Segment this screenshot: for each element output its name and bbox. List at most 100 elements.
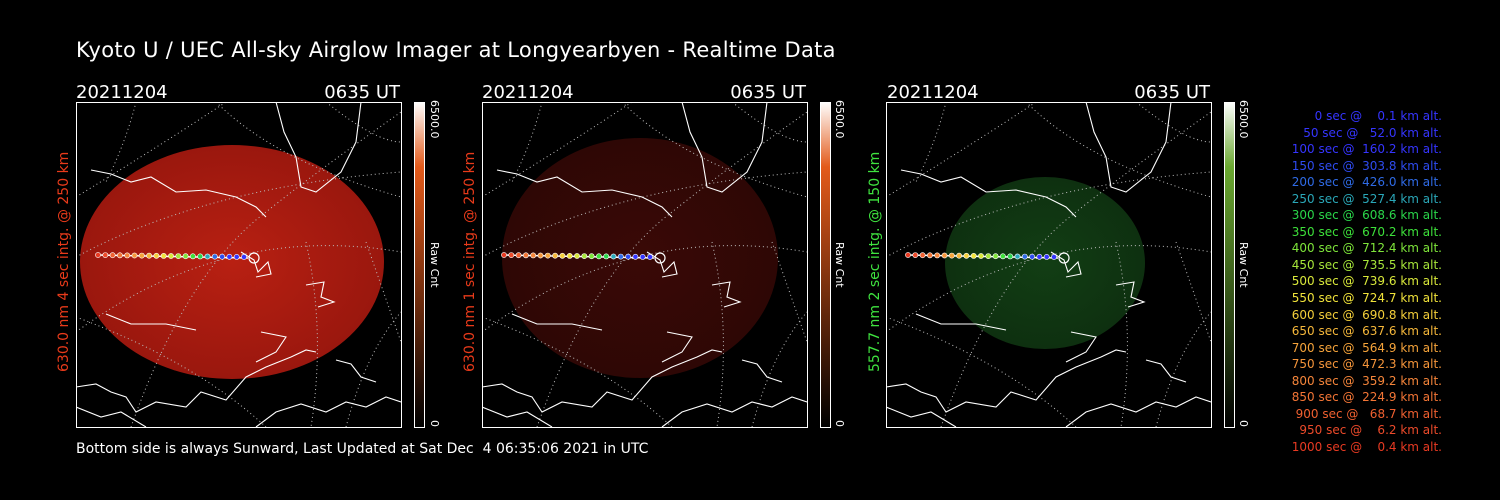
legend-row: 500 sec @ 739.6 km alt. <box>1287 274 1442 289</box>
legend-row: 100 sec @ 160.2 km alt. <box>1287 142 1442 157</box>
grid-line <box>76 102 227 198</box>
legend-row: 800 sec @ 359.2 km alt. <box>1287 373 1442 388</box>
trajectory-point <box>632 253 639 260</box>
trajectory-point <box>1036 253 1043 260</box>
legend-row: 50 sec @ 52.0 km alt. <box>1295 125 1442 140</box>
grid-line <box>345 311 401 427</box>
trajectory-point <box>625 253 631 260</box>
trajectory-point <box>603 253 610 260</box>
trajectory-point <box>109 252 116 259</box>
grid-line <box>1115 241 1128 427</box>
trajectory-point <box>168 253 174 259</box>
coastline <box>76 406 147 427</box>
trajectory-point <box>639 253 646 260</box>
coastline <box>511 313 603 331</box>
coastline <box>886 406 957 427</box>
grid-line <box>536 111 807 427</box>
panel-1-time: 0635 UT <box>324 82 400 103</box>
coastline <box>646 251 678 278</box>
airglow-image <box>945 177 1145 349</box>
grid-line <box>511 102 543 183</box>
legend-row: 750 sec @ 472.3 km alt. <box>1287 357 1442 372</box>
trajectory-point <box>559 252 566 259</box>
coastline <box>1065 396 1211 427</box>
grid-line <box>731 102 807 143</box>
trajectory-point <box>219 253 225 260</box>
panel-3-date: 20211204 <box>887 82 979 103</box>
trajectory-point <box>581 253 588 259</box>
launch-site-marker <box>1058 252 1070 264</box>
trajectory-point <box>241 254 247 260</box>
trajectory-point <box>501 252 507 258</box>
trajectory-point <box>566 252 573 259</box>
trajectory-point <box>197 253 204 260</box>
colorbar-frame <box>1224 102 1235 428</box>
coastline <box>76 349 317 413</box>
legend-row: 700 sec @ 564.9 km alt. <box>1287 340 1442 355</box>
trajectory-point <box>1000 253 1006 260</box>
trajectory-point <box>117 252 123 259</box>
grid-line <box>940 111 1211 427</box>
coastline <box>900 169 1077 218</box>
coastline <box>496 169 673 218</box>
coastline <box>255 331 287 363</box>
coastline <box>1145 359 1187 383</box>
legend-row: 550 sec @ 724.7 km alt. <box>1287 291 1442 306</box>
trajectory-point <box>610 253 617 260</box>
trajectory-point <box>970 252 977 259</box>
coastline <box>482 349 723 413</box>
trajectory-point <box>153 252 160 259</box>
grid-line <box>105 102 137 183</box>
trajectory-point <box>574 253 580 259</box>
grid-line <box>325 102 401 143</box>
legend-row: 0 sec @ 0.1 km alt. <box>1303 109 1442 123</box>
grid-line <box>1135 102 1211 143</box>
grid-line <box>886 102 1037 198</box>
grid-line <box>1155 311 1211 427</box>
panel-2-date: 20211204 <box>482 82 574 103</box>
coastline <box>661 331 693 363</box>
launch-site-marker <box>248 252 260 264</box>
trajectory-point <box>934 252 941 259</box>
trajectory-point <box>552 252 558 259</box>
trajectory-point <box>985 253 992 259</box>
legend-row: 200 sec @ 426.0 km alt. <box>1287 175 1442 190</box>
grid-line <box>1175 241 1211 343</box>
legend-row: 1000 sec @ 0.4 km alt. <box>1291 439 1442 454</box>
trajectory-point <box>1051 254 1057 260</box>
trajectory-point <box>138 252 145 259</box>
trajectory-point <box>948 252 955 259</box>
grid-line <box>130 111 401 427</box>
panel-1-date: 20211204 <box>76 82 168 103</box>
trajectory-point <box>927 252 933 259</box>
trajectory-point <box>956 252 962 259</box>
legend-row: 850 sec @ 224.9 km alt. <box>1287 390 1442 405</box>
coastline <box>1065 331 1097 363</box>
launch-site-marker <box>654 252 666 264</box>
colorbar-frame <box>820 102 831 428</box>
legend-row: 650 sec @ 637.6 km alt. <box>1287 324 1442 339</box>
coastline <box>681 102 768 193</box>
trajectory-point <box>588 253 595 260</box>
airglow-image <box>80 145 384 379</box>
trajectory-point <box>515 252 522 259</box>
footer-status: Bottom side is always Sunward, Last Upda… <box>76 441 649 457</box>
coastline <box>1115 281 1146 308</box>
coastline <box>711 281 742 308</box>
legend-row: 300 sec @ 608.6 km alt. <box>1287 208 1442 223</box>
coastline <box>335 359 377 383</box>
coastline <box>661 396 807 427</box>
grid-line <box>771 241 807 343</box>
coastline <box>305 281 336 308</box>
grid-line <box>482 102 633 198</box>
coastline <box>255 396 401 427</box>
trajectory-point <box>1043 253 1050 260</box>
trajectory-point <box>530 252 537 259</box>
colorbar <box>414 102 424 427</box>
grid-line <box>751 311 807 427</box>
trajectory-point <box>175 253 182 259</box>
trajectory-point <box>523 252 529 259</box>
coastline <box>240 251 272 278</box>
legend-row: 350 sec @ 670.2 km alt. <box>1287 224 1442 239</box>
